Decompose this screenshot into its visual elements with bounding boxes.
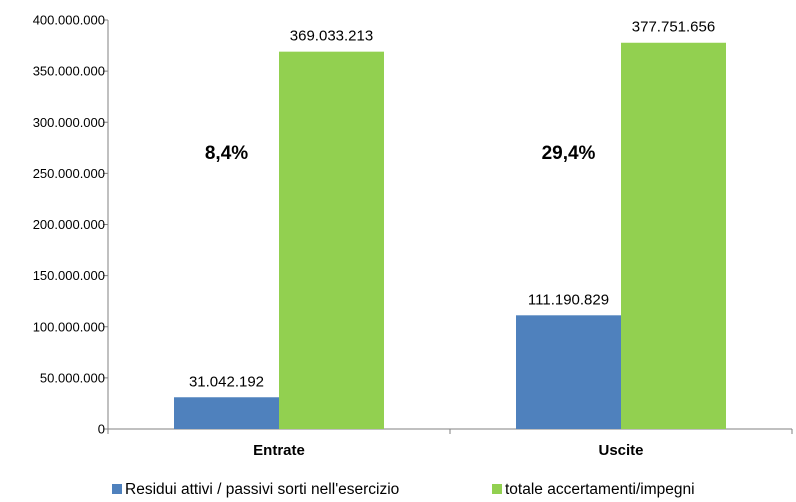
y-tick-label: 0 xyxy=(98,422,105,437)
data-labels: 31.042.192 369.033.213 8,4% 111.190.829 377.… xyxy=(189,19,715,391)
bar-totale-uscite xyxy=(621,42,726,429)
data-label: 377.751.656 xyxy=(632,19,715,36)
x-axis: Entrate Uscite xyxy=(107,428,793,459)
legend-swatch xyxy=(492,484,502,494)
data-label: 31.042.192 xyxy=(189,373,264,390)
bars xyxy=(174,42,726,429)
y-tick-label: 250.000.000 xyxy=(33,166,105,181)
y-tick-label: 50.000.000 xyxy=(40,370,105,385)
percentage-annotation: 8,4% xyxy=(205,143,248,164)
y-tick-label: 100.000.000 xyxy=(33,319,105,334)
data-label: 111.190.829 xyxy=(528,291,609,308)
category-label: Entrate xyxy=(253,442,305,459)
y-axis: 0 50.000.000 100.000.000 150.000.000 200.000… xyxy=(33,13,109,437)
bar-residui-entrate xyxy=(174,397,279,429)
legend: Residui attivi / passivi sorti nell'eser… xyxy=(112,481,695,498)
y-tick-label: 350.000.000 xyxy=(33,64,105,79)
bar-totale-entrate xyxy=(279,51,384,429)
y-tick-label: 200.000.000 xyxy=(33,217,105,232)
legend-label: totale accertamenti/impegni xyxy=(505,481,695,498)
category-label: Uscite xyxy=(598,442,643,459)
y-tick-label: 400.000.000 xyxy=(33,13,105,28)
percentage-annotation: 29,4% xyxy=(542,143,596,164)
legend-label: Residui attivi / passivi sorti nell'eser… xyxy=(125,481,399,498)
data-label: 369.033.213 xyxy=(290,28,373,45)
y-tick-label: 150.000.000 xyxy=(33,268,105,283)
legend-swatch xyxy=(112,484,122,494)
bar-residui-uscite xyxy=(516,315,621,429)
y-tick-label: 300.000.000 xyxy=(33,115,105,130)
